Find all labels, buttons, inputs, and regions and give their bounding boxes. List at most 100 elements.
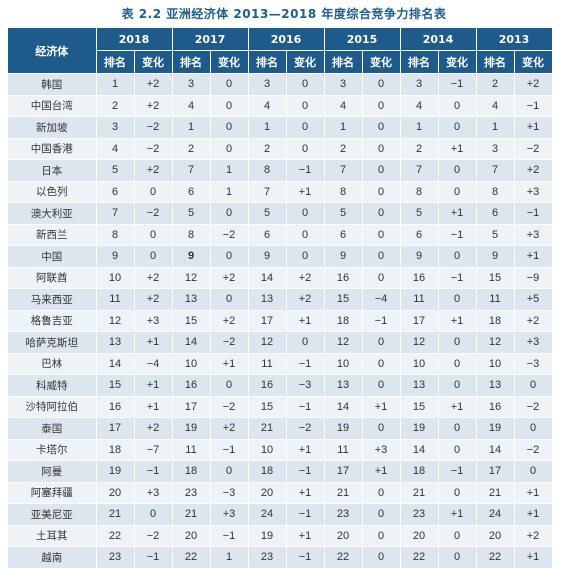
change-cell: −2 bbox=[134, 138, 173, 160]
economy-name-cell: 亚美尼亚 bbox=[8, 503, 97, 526]
change-header: 变化 bbox=[210, 50, 249, 74]
change-cell: 0 bbox=[362, 331, 401, 354]
rank-cell: 22 bbox=[172, 546, 211, 568]
change-cell: 0 bbox=[514, 460, 553, 483]
rank-cell: 2 bbox=[400, 138, 439, 160]
change-cell: 0 bbox=[210, 202, 249, 225]
change-cell: 0 bbox=[438, 288, 477, 311]
rank-cell: 21 bbox=[476, 482, 515, 504]
change-cell: +2 bbox=[210, 417, 249, 440]
rank-cell: 8 bbox=[248, 159, 287, 182]
rank-cell: 21 bbox=[96, 503, 135, 526]
rank-cell: 13 bbox=[476, 374, 515, 397]
rank-cell: 6 bbox=[476, 202, 515, 225]
rank-cell: 23 bbox=[172, 482, 211, 504]
year-header: 2018 bbox=[96, 28, 173, 51]
rank-cell: 15 bbox=[96, 374, 135, 397]
change-cell: −1 bbox=[438, 73, 477, 96]
rank-cell: 7 bbox=[476, 159, 515, 182]
rank-cell: 23 bbox=[324, 503, 363, 526]
change-cell: 0 bbox=[286, 245, 325, 268]
rank-cell: 20 bbox=[172, 525, 211, 547]
change-header: 变化 bbox=[362, 50, 401, 74]
rank-cell: 4 bbox=[172, 95, 211, 117]
rank-cell: 18 bbox=[248, 460, 287, 483]
change-cell: −1 bbox=[210, 439, 249, 461]
change-cell: −1 bbox=[286, 546, 325, 568]
rank-header: 排名 bbox=[400, 50, 439, 74]
economy-name-cell: 中国 bbox=[8, 245, 97, 268]
rank-cell: 9 bbox=[172, 245, 211, 268]
table-row: 新加坡 3 −2 1 0 1 0 1 0 1 0 1 +1 bbox=[8, 116, 553, 139]
change-cell: 0 bbox=[286, 331, 325, 354]
change-cell: +1 bbox=[286, 525, 325, 547]
rank-cell: 3 bbox=[400, 73, 439, 96]
rank-cell: 10 bbox=[248, 439, 287, 461]
rank-cell: 14 bbox=[400, 439, 439, 461]
change-header: 变化 bbox=[438, 50, 477, 74]
table-row: 巴林 14 −4 10 +1 11 −1 10 0 10 0 10 −3 bbox=[8, 353, 553, 375]
rank-cell: 22 bbox=[476, 546, 515, 568]
change-cell: 0 bbox=[438, 525, 477, 547]
change-cell: −2 bbox=[134, 116, 173, 139]
rank-cell: 22 bbox=[96, 525, 135, 547]
change-cell: +3 bbox=[514, 331, 553, 354]
change-cell: 0 bbox=[362, 417, 401, 440]
rank-cell: 1 bbox=[324, 116, 363, 139]
rank-cell: 5 bbox=[324, 202, 363, 225]
rank-cell: 23 bbox=[248, 546, 287, 568]
rank-cell: 18 bbox=[172, 460, 211, 483]
change-cell: 0 bbox=[210, 245, 249, 268]
change-cell: 0 bbox=[362, 267, 401, 289]
rank-cell: 15 bbox=[324, 288, 363, 311]
rank-cell: 16 bbox=[172, 374, 211, 397]
change-cell: +1 bbox=[514, 245, 553, 268]
change-cell: +3 bbox=[134, 310, 173, 332]
change-cell: −2 bbox=[210, 224, 249, 246]
table-row: 韩国 1 +2 3 0 3 0 3 0 3 −1 2 +2 bbox=[8, 73, 553, 96]
change-cell: +2 bbox=[514, 310, 553, 332]
rank-cell: 18 bbox=[400, 460, 439, 483]
change-cell: +1 bbox=[286, 439, 325, 461]
rank-cell: 12 bbox=[248, 331, 287, 354]
change-cell: +2 bbox=[286, 288, 325, 311]
rank-cell: 5 bbox=[172, 202, 211, 225]
economy-name-cell: 沙特阿拉伯 bbox=[8, 396, 97, 418]
ranking-table: 经济体 2018 2017 2016 2015 2014 2013 排名 变化 … bbox=[8, 28, 553, 568]
change-cell: +2 bbox=[134, 267, 173, 289]
change-cell: +1 bbox=[514, 482, 553, 504]
rank-cell: 10 bbox=[172, 353, 211, 375]
rank-cell: 11 bbox=[400, 288, 439, 311]
rank-cell: 4 bbox=[324, 95, 363, 117]
change-cell: −3 bbox=[210, 482, 249, 504]
rank-cell: 11 bbox=[172, 439, 211, 461]
change-cell: +1 bbox=[286, 181, 325, 203]
rank-cell: 17 bbox=[324, 460, 363, 483]
rank-cell: 1 bbox=[248, 116, 287, 139]
change-cell: 0 bbox=[286, 138, 325, 160]
change-cell: +3 bbox=[210, 503, 249, 526]
rank-cell: 3 bbox=[476, 138, 515, 160]
change-cell: 0 bbox=[514, 417, 553, 440]
rank-cell: 12 bbox=[476, 331, 515, 354]
rank-cell: 17 bbox=[400, 310, 439, 332]
rank-cell: 11 bbox=[248, 353, 287, 375]
rank-cell: 20 bbox=[400, 525, 439, 547]
rank-cell: 1 bbox=[400, 116, 439, 139]
change-cell: −2 bbox=[286, 417, 325, 440]
change-cell: +2 bbox=[134, 417, 173, 440]
table-body: 韩国 1 +2 3 0 3 0 3 0 3 −1 2 +2 中国台湾 2 +2 4 0 4 0 4 0 4 0 4 −1 新加坡 3−… bbox=[8, 73, 553, 568]
rank-cell: 13 bbox=[96, 331, 135, 354]
rank-cell: 7 bbox=[324, 159, 363, 182]
rank-cell: 23 bbox=[96, 546, 135, 568]
rank-cell: 3 bbox=[172, 73, 211, 96]
economy-name-cell: 澳大利亚 bbox=[8, 202, 97, 225]
rank-cell: 13 bbox=[172, 288, 211, 311]
rank-cell: 17 bbox=[96, 417, 135, 440]
table-row: 格鲁吉亚 12 +3 15 +2 17 +1 18 −1 17 +1 18 +2 bbox=[8, 310, 553, 332]
rank-cell: 15 bbox=[476, 267, 515, 289]
table-row: 新西兰 8 0 8 −2 6 0 6 0 6 −1 5 +3 bbox=[8, 224, 553, 246]
change-cell: −1 bbox=[286, 396, 325, 418]
rank-cell: 19 bbox=[248, 525, 287, 547]
